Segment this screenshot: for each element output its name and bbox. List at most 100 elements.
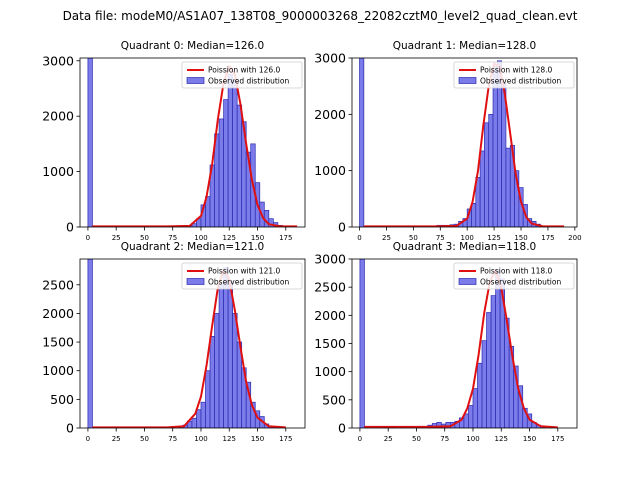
x-tick-label: 25	[112, 234, 121, 242]
x-tick-label: 25	[112, 435, 121, 443]
x-tick-label: 100	[194, 435, 207, 443]
histogram-bar	[232, 313, 238, 428]
legend-label-poisson: Poission with 128.0	[480, 66, 553, 75]
y-tick-label: 1000	[42, 164, 74, 179]
histogram-bar	[196, 409, 202, 428]
histogram-bar	[468, 405, 474, 428]
y-tick-label: 2000	[314, 107, 346, 122]
histogram-bar	[471, 202, 477, 227]
quadrant-1-panel: Quadrant 1: Median=128.0 0 1000 2000 3000 0 25…	[314, 40, 581, 242]
legend-label-observed: Observed distribution	[480, 77, 561, 86]
histogram-bar	[488, 113, 494, 227]
quadrant-3-panel: Quadrant 3: Median=118.00500100015002000…	[314, 241, 578, 443]
axes-frame	[79, 57, 306, 228]
y-tick-label: 2000	[42, 109, 74, 124]
legend-label-observed: Observed distribution	[208, 77, 289, 86]
y-tick-label: 2000	[42, 306, 74, 321]
y-tick-label: 2500	[314, 280, 346, 295]
histogram-bar	[214, 313, 220, 428]
y-tick-label: 1000	[42, 363, 74, 378]
y-tick-label: 2000	[314, 308, 346, 323]
x-tick-label: 25	[382, 234, 391, 242]
x-tick-label: 150	[514, 234, 527, 242]
y-tick-label: 1500	[314, 336, 346, 351]
y-tick-label: 3000	[314, 252, 346, 267]
legend-label-poisson: Poission with 126.0	[208, 66, 281, 75]
x-tick-label: 150	[523, 435, 536, 443]
legend-bar-swatch	[458, 77, 477, 84]
x-tick-label: 150	[251, 435, 264, 443]
legend-label-observed: Observed distribution	[208, 278, 289, 287]
x-tick-label: 175	[541, 234, 554, 242]
x-tick-label: 175	[279, 234, 292, 242]
histogram-bar	[486, 312, 492, 428]
x-tick-label: 100	[466, 435, 479, 443]
quadrant-3-title: Quadrant 3: Median=118.0	[393, 241, 536, 253]
histogram-bar	[223, 99, 229, 227]
histogram-bar	[218, 284, 224, 428]
x-tick-label: 125	[495, 435, 508, 443]
legend-box	[181, 61, 303, 89]
legend-box	[453, 262, 575, 290]
histogram-bar	[505, 147, 511, 227]
x-tick-label: 0	[86, 234, 90, 242]
y-tick-label: 0	[338, 421, 346, 436]
histogram-bar	[463, 413, 469, 428]
x-tick-label: 50	[140, 435, 149, 443]
histogram-bar	[359, 259, 365, 428]
x-tick-label: 200	[568, 234, 581, 242]
x-tick-label: 100	[461, 234, 474, 242]
quadrant-0-panel: Quadrant 0: Median=126.0 0 1000 2000 3000 0 25…	[42, 40, 306, 242]
x-tick-label: 0	[357, 234, 361, 242]
legend: Poission with 121.0 Observed distribution	[181, 262, 303, 290]
poisson-fit-line	[92, 269, 286, 428]
legend-box	[453, 61, 575, 89]
y-tick-label: 500	[50, 392, 74, 407]
axes-frame	[79, 258, 306, 429]
y-tick-label: 1500	[42, 335, 74, 350]
y-tick-label: 500	[322, 392, 346, 407]
legend: Poission with 118.0 Observed distribution	[453, 262, 575, 290]
x-tick-label: 75	[168, 435, 177, 443]
y-tick-label: 0	[338, 220, 346, 235]
x-tick-label: 125	[223, 435, 236, 443]
x-tick-label: 0	[358, 435, 362, 443]
y-tick-label: 0	[66, 220, 74, 235]
histogram-bar	[218, 118, 224, 227]
quadrant-1-title: Quadrant 1: Median=128.0	[393, 40, 536, 52]
histogram-bar	[490, 295, 496, 428]
histogram-bar	[495, 269, 501, 428]
histogram-bar	[223, 267, 229, 428]
x-tick-label: 75	[440, 435, 449, 443]
y-tick-label: 1000	[314, 163, 346, 178]
histogram-bar	[227, 281, 233, 428]
legend-label-observed: Observed distribution	[480, 278, 561, 287]
legend: Poission with 126.0 Observed distribution	[181, 61, 303, 89]
y-tick-label: 0	[66, 421, 74, 436]
x-tick-label: 50	[140, 234, 149, 242]
histogram-bar	[200, 401, 206, 428]
histogram-bar	[481, 340, 487, 428]
y-tick-label: 2500	[42, 277, 74, 292]
legend-bar-swatch	[186, 77, 205, 84]
histogram-bar	[484, 122, 490, 227]
legend: Poission with 128.0 Observed distribution	[453, 61, 575, 89]
legend-label-poisson: Poission with 121.0	[208, 267, 281, 276]
axes-frame	[351, 57, 578, 228]
x-tick-label: 175	[279, 435, 292, 443]
y-tick-label: 3000	[42, 53, 74, 68]
x-tick-label: 125	[487, 234, 500, 242]
x-tick-label: 75	[168, 234, 177, 242]
histogram-bar	[87, 259, 93, 428]
quadrant-2-panel: Quadrant 2: Median=121.0 0 500 1000 1500 2000…	[42, 241, 306, 443]
histogram-bar	[191, 417, 197, 428]
quadrant-2-title: Quadrant 2: Median=121.0	[121, 241, 264, 253]
histogram-bar	[205, 370, 211, 428]
quadrant-0-title: Quadrant 0: Median=126.0	[121, 40, 264, 52]
histogram-bar	[492, 66, 498, 227]
histogram-bar	[477, 362, 483, 428]
histogram-bar	[479, 150, 485, 227]
legend-label-poisson: Poission with 118.0	[480, 267, 553, 276]
x-tick-label: 50	[412, 435, 421, 443]
